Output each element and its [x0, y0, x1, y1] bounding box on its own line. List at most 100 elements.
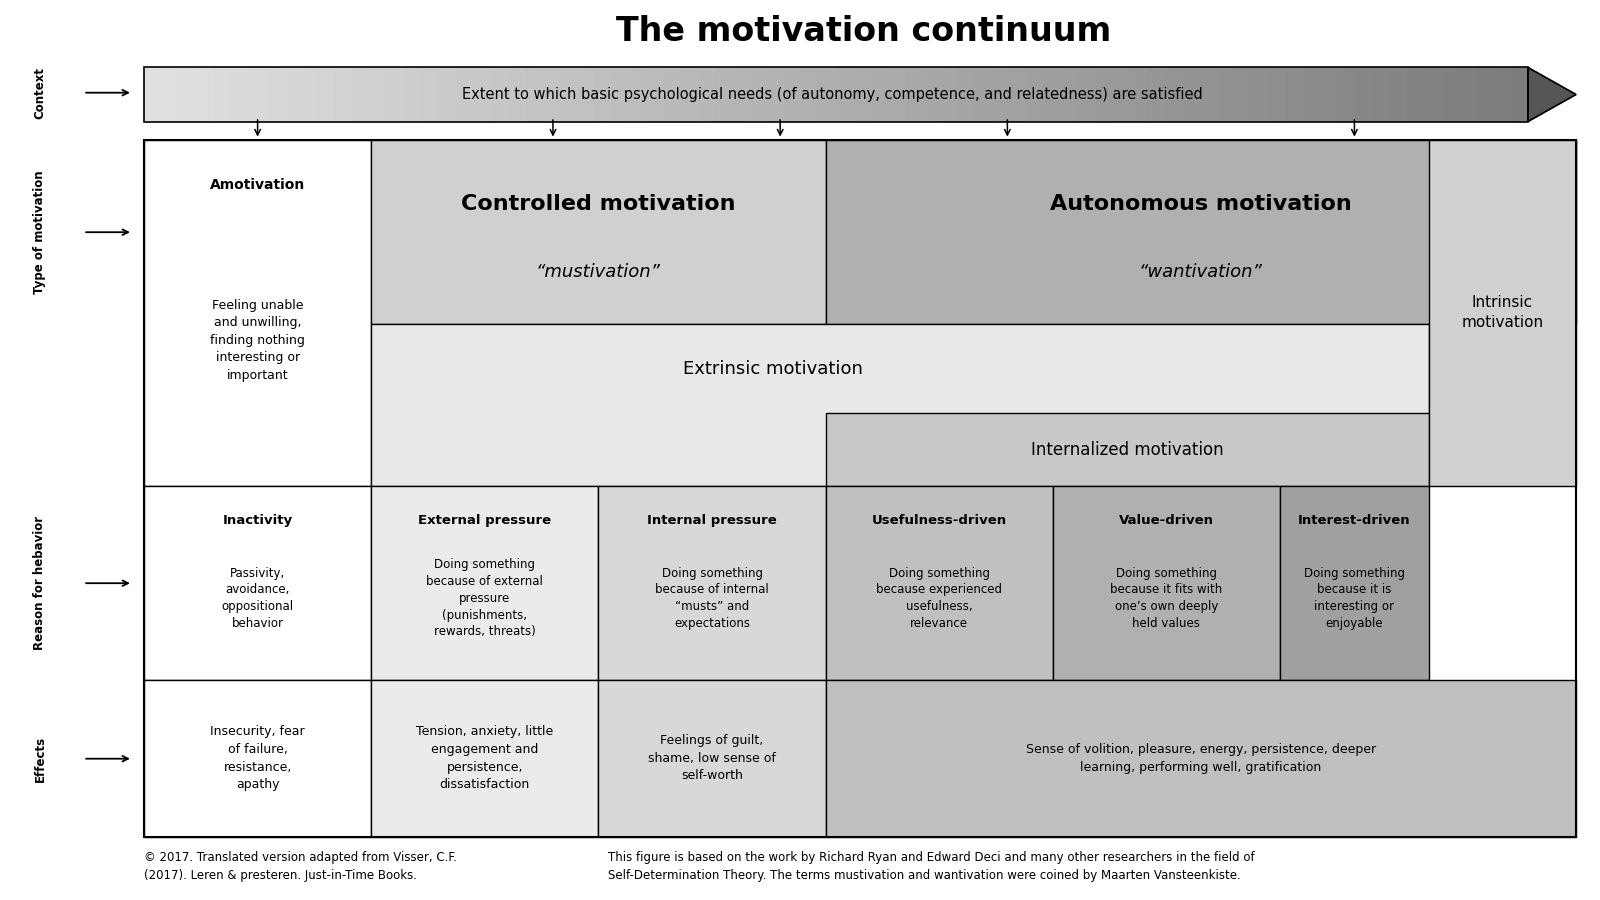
Bar	[421, 68, 440, 122]
Bar	[1043, 68, 1062, 122]
Bar	[472, 68, 491, 122]
Bar	[266, 68, 285, 122]
Bar	[371, 324, 1429, 486]
Bar	[1320, 68, 1339, 122]
Bar	[490, 68, 509, 122]
Bar	[438, 68, 458, 122]
Bar	[1477, 68, 1494, 122]
Bar	[1216, 68, 1235, 122]
Bar	[1493, 68, 1512, 122]
Bar	[1459, 68, 1478, 122]
Bar	[179, 68, 197, 122]
Bar	[1010, 68, 1027, 122]
Bar	[403, 68, 422, 122]
Bar	[870, 68, 890, 122]
Bar	[598, 680, 826, 837]
Bar	[371, 486, 598, 680]
Bar	[819, 68, 838, 122]
Bar	[144, 486, 371, 680]
Bar	[923, 68, 941, 122]
Bar	[680, 68, 699, 122]
Bar	[749, 68, 768, 122]
Text: Feelings of guilt,
shame, low sense of
self-worth: Feelings of guilt, shame, low sense of s…	[648, 734, 776, 782]
Bar	[576, 68, 595, 122]
Bar	[598, 486, 826, 680]
Bar	[611, 68, 630, 122]
Bar	[370, 68, 387, 122]
Bar	[352, 68, 371, 122]
Text: Doing something
because of external
pressure
(punishments,
rewards, threats): Doing something because of external pres…	[426, 558, 544, 638]
Text: Insecurity, fear
of failure,
resistance,
apathy: Insecurity, fear of failure, resistance,…	[210, 725, 306, 791]
Bar	[317, 68, 336, 122]
Text: Intrinsic
motivation: Intrinsic motivation	[1461, 295, 1544, 330]
Bar	[1078, 68, 1098, 122]
Bar	[766, 68, 786, 122]
Bar	[1355, 68, 1374, 122]
Bar	[733, 68, 750, 122]
Bar	[560, 68, 578, 122]
Bar	[162, 68, 181, 122]
Bar	[144, 140, 371, 486]
Text: Value-driven: Value-driven	[1118, 514, 1214, 527]
Bar	[144, 68, 1528, 122]
Bar	[282, 68, 301, 122]
Bar	[371, 680, 598, 837]
Text: Controlled motivation: Controlled motivation	[461, 194, 736, 214]
Text: Internalized motivation: Internalized motivation	[1030, 440, 1224, 458]
Text: Effects: Effects	[34, 735, 46, 782]
Text: Doing something
because experienced
usefulness,
relevance: Doing something because experienced usef…	[877, 566, 1002, 630]
Bar	[1406, 68, 1426, 122]
Bar	[826, 413, 1429, 486]
Bar	[1200, 68, 1218, 122]
Bar	[629, 68, 648, 122]
Bar	[144, 140, 1576, 837]
Bar	[1096, 68, 1115, 122]
Bar	[1182, 68, 1202, 122]
Bar	[1373, 68, 1392, 122]
Bar	[213, 68, 232, 122]
Bar	[1302, 68, 1322, 122]
Bar	[1389, 68, 1408, 122]
Bar	[1234, 68, 1253, 122]
Bar	[888, 68, 907, 122]
Text: Doing something
because of internal
“musts” and
expectations: Doing something because of internal “mus…	[654, 566, 770, 630]
Bar	[802, 68, 821, 122]
Bar	[542, 68, 560, 122]
Bar	[646, 68, 664, 122]
Bar	[1442, 68, 1461, 122]
Text: Amotivation: Amotivation	[210, 177, 306, 192]
Bar	[230, 68, 250, 122]
Bar	[299, 68, 318, 122]
Bar	[939, 68, 958, 122]
Bar	[1061, 68, 1080, 122]
Bar	[334, 68, 354, 122]
Bar	[386, 68, 405, 122]
Bar	[144, 68, 163, 122]
Text: Passivity,
avoidance,
oppositional
behavior: Passivity, avoidance, oppositional behav…	[221, 566, 294, 630]
Bar	[1053, 486, 1280, 680]
Bar	[456, 68, 474, 122]
Text: © 2017. Translated version adapted from Visser, C.F.
(2017). Leren & presteren. : © 2017. Translated version adapted from …	[144, 850, 458, 883]
Text: Usefulness-driven: Usefulness-driven	[872, 514, 1006, 527]
Bar	[1338, 68, 1357, 122]
Text: This figure is based on the work by Richard Ryan and Edward Deci and many other : This figure is based on the work by Rich…	[608, 850, 1254, 883]
Text: Autonomous motivation: Autonomous motivation	[1050, 194, 1352, 214]
Bar	[1165, 68, 1184, 122]
Text: External pressure: External pressure	[418, 514, 552, 527]
Text: Tension, anxiety, little
engagement and
persistence,
dissatisfaction: Tension, anxiety, little engagement and …	[416, 725, 554, 791]
Text: Sense of volition, pleasure, energy, persistence, deeper
learning, performing we: Sense of volition, pleasure, energy, per…	[1026, 743, 1376, 773]
Bar	[1251, 68, 1270, 122]
Text: Feeling unable
and unwilling,
finding nothing
interesting or
important: Feeling unable and unwilling, finding no…	[210, 299, 306, 382]
Text: “wantivation”: “wantivation”	[1139, 264, 1262, 282]
Bar	[1424, 68, 1443, 122]
Bar	[992, 68, 1011, 122]
Text: Interest-driven: Interest-driven	[1298, 514, 1411, 527]
Bar	[1112, 68, 1131, 122]
Bar	[144, 680, 371, 837]
Text: Type of motivation: Type of motivation	[34, 170, 46, 294]
Bar	[662, 68, 682, 122]
Bar	[957, 68, 976, 122]
Bar	[1130, 68, 1149, 122]
Bar	[594, 68, 613, 122]
Bar	[698, 68, 717, 122]
